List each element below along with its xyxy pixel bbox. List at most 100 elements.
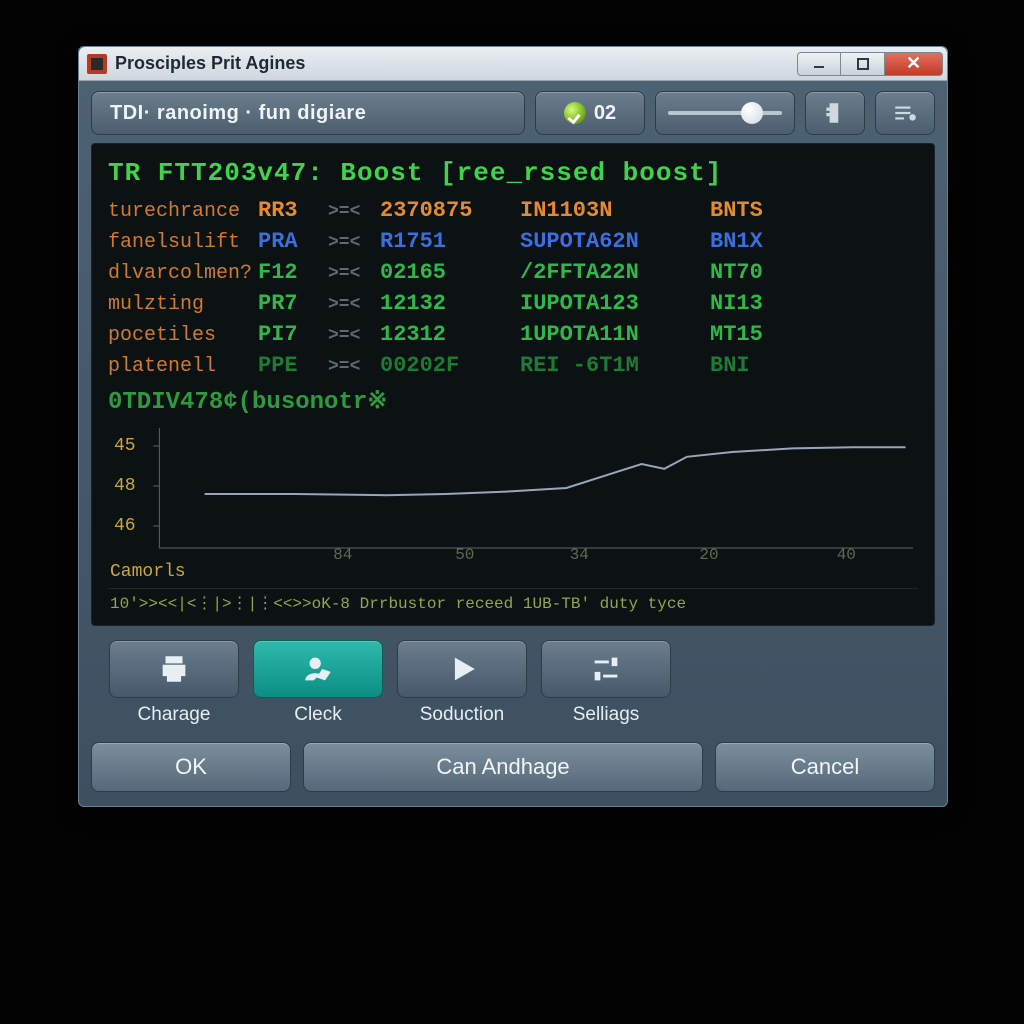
row-value-3: BNTS <box>710 198 800 223</box>
action-cleck[interactable]: Cleck <box>253 640 383 726</box>
user-pen-icon <box>253 640 383 698</box>
table-row: pocetilesPI7>=<123121UPOTA11NMT15 <box>108 322 918 347</box>
ok-button[interactable]: OK <box>91 742 291 792</box>
maximize-icon <box>856 57 870 71</box>
y-tick-label: 48 <box>114 476 136 496</box>
row-arrow: >=< <box>328 264 380 284</box>
device-button[interactable] <box>805 91 865 135</box>
table-row: mulztingPR7>=<12132IUPOTA123NI13 <box>108 291 918 316</box>
ok-label: OK <box>175 754 207 780</box>
table-row: fanelsuliftPRA>=<R1751SUPOTA62NBN1X <box>108 229 918 254</box>
middle-label: Can Andhage <box>436 754 569 780</box>
row-value-3: BN1X <box>710 229 800 254</box>
toolbar: TDI· ranoimg · fun digiare 02 <box>79 81 947 143</box>
x-tick-label: 84 <box>333 546 352 564</box>
window-buttons: ✕ <box>797 52 943 76</box>
filter-icon <box>892 100 918 126</box>
mode-selector[interactable]: TDI· ranoimg · fun digiare <box>91 91 525 135</box>
action-label: Selliags <box>541 704 671 726</box>
row-code: F12 <box>258 260 328 285</box>
chart-corner-label: Camorls <box>110 562 186 582</box>
action-label: Charage <box>109 704 239 726</box>
row-label: dlvarcolmen? <box>108 262 258 285</box>
minimize-button[interactable] <box>797 52 841 76</box>
x-tick-label: 50 <box>455 546 474 564</box>
action-bar: Charage Cleck Soduction Selliags <box>79 626 947 736</box>
row-value-1: 2370875 <box>380 198 520 223</box>
chart-svg <box>108 418 918 588</box>
row-label: pocetiles <box>108 324 258 347</box>
dialog-buttons: OK Can Andhage Cancel <box>79 736 947 806</box>
action-soduction[interactable]: Soduction <box>397 640 527 726</box>
x-tick-label: 20 <box>699 546 718 564</box>
slider-track <box>668 111 782 115</box>
row-value-3: NI13 <box>710 291 800 316</box>
line-chart: 45 48 46 84 50 34 20 40 Camorls <box>108 418 918 588</box>
action-selliags[interactable]: Selliags <box>541 640 671 726</box>
close-icon: ✕ <box>906 53 921 74</box>
row-value-2: REI -6T1M <box>520 353 710 378</box>
play-icon <box>397 640 527 698</box>
slider-thumb[interactable] <box>741 102 763 124</box>
row-value-1: R1751 <box>380 229 520 254</box>
row-label: fanelsulift <box>108 231 258 254</box>
window-title: Prosciples Prit Agines <box>115 53 305 74</box>
title-bar[interactable]: Prosciples Prit Agines ✕ <box>79 47 947 81</box>
badge-value: 02 <box>594 102 616 125</box>
row-label: turechrance <box>108 200 258 223</box>
row-arrow: >=< <box>328 326 380 346</box>
can-andhage-button[interactable]: Can Andhage <box>303 742 703 792</box>
row-arrow: >=< <box>328 357 380 377</box>
row-value-2: IUPOTA123 <box>520 291 710 316</box>
row-value-3: NT70 <box>710 260 800 285</box>
status-badge-button[interactable]: 02 <box>535 91 645 135</box>
table-row: dlvarcolmen?F12>=<02165/2FFTA22NNT70 <box>108 260 918 285</box>
table-row: turechranceRR3>=<2370875IN1103NBNTS <box>108 198 918 223</box>
zoom-slider[interactable] <box>655 91 795 135</box>
row-code: PRA <box>258 229 328 254</box>
table-row: platenellPPE>=<00202FREI -6T1MBNI <box>108 353 918 378</box>
filter-button[interactable] <box>875 91 935 135</box>
row-value-1: 00202F <box>380 353 520 378</box>
row-value-2: SUPOTA62N <box>520 229 710 254</box>
row-arrow: >=< <box>328 295 380 315</box>
x-tick-label: 40 <box>837 546 856 564</box>
row-code: PPE <box>258 353 328 378</box>
printer-icon <box>109 640 239 698</box>
status-line: 10'>><<|<⋮|>⋮|⋮<<>>oK-8 Drrbustor receed… <box>108 588 918 619</box>
sliders-icon <box>541 640 671 698</box>
row-code: RR3 <box>258 198 328 223</box>
row-value-3: BNI <box>710 353 800 378</box>
row-label: platenell <box>108 355 258 378</box>
row-value-1: 12132 <box>380 291 520 316</box>
y-tick-label: 45 <box>114 436 136 456</box>
row-label: mulzting <box>108 293 258 316</box>
y-tick-label: 46 <box>114 516 136 536</box>
row-arrow: >=< <box>328 233 380 253</box>
row-value-1: 12312 <box>380 322 520 347</box>
app-window: Prosciples Prit Agines ✕ TDI· ranoimg · … <box>78 46 948 807</box>
action-label: Soduction <box>397 704 527 726</box>
cancel-label: Cancel <box>791 754 859 780</box>
close-button[interactable]: ✕ <box>885 52 943 76</box>
device-icon <box>822 100 848 126</box>
row-code: PR7 <box>258 291 328 316</box>
terminal-panel: TR FTT203v47: Boost [ree_rssed boost] tu… <box>91 143 935 626</box>
row-value-3: MT15 <box>710 322 800 347</box>
action-charage[interactable]: Charage <box>109 640 239 726</box>
app-icon <box>87 54 107 74</box>
cancel-button[interactable]: Cancel <box>715 742 935 792</box>
action-label: Cleck <box>253 704 383 726</box>
terminal-subheader: 0TDIV478¢(busonotr※ <box>108 386 918 416</box>
minimize-icon <box>812 57 826 71</box>
row-value-1: 02165 <box>380 260 520 285</box>
x-tick-label: 34 <box>570 546 589 564</box>
terminal-header: TR FTT203v47: Boost [ree_rssed boost] <box>108 158 918 188</box>
row-value-2: /2FFTA22N <box>520 260 710 285</box>
row-code: PI7 <box>258 322 328 347</box>
check-icon <box>564 102 586 124</box>
row-value-2: 1UPOTA11N <box>520 322 710 347</box>
maximize-button[interactable] <box>841 52 885 76</box>
data-rows: turechranceRR3>=<2370875IN1103NBNTSfanel… <box>108 198 918 378</box>
row-value-2: IN1103N <box>520 198 710 223</box>
